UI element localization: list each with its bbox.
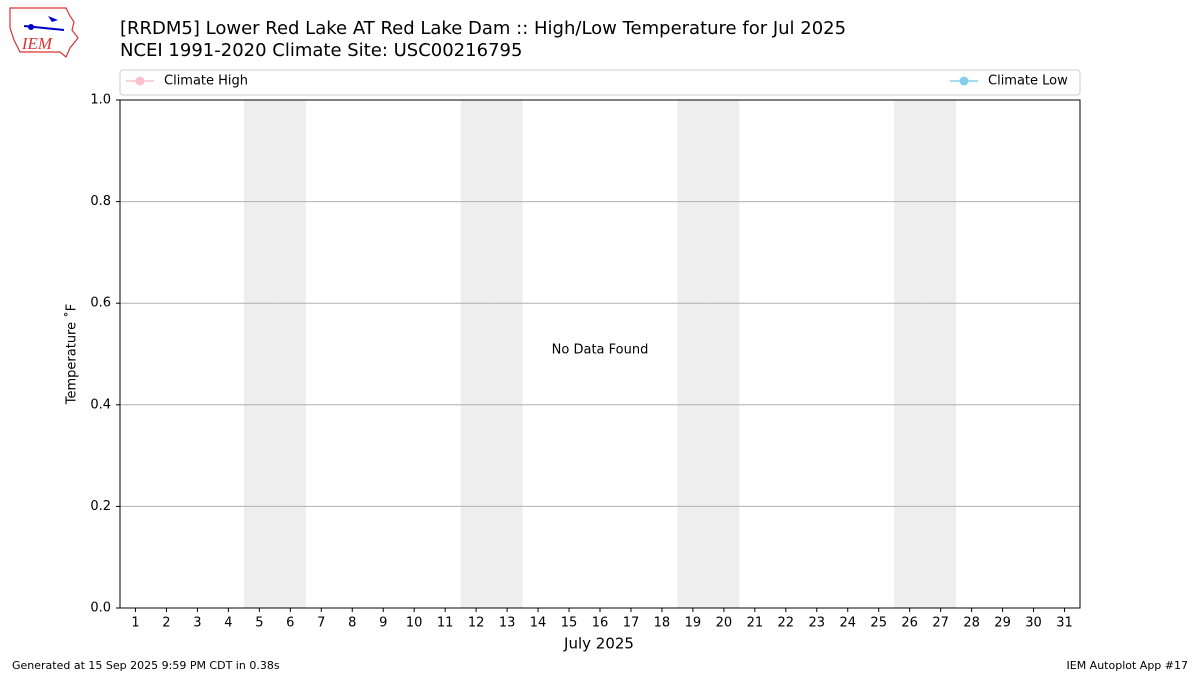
x-tick-label: 15 [561,616,578,631]
chart-title: [RRDM5] Lower Red Lake AT Red Lake Dam :… [120,18,846,39]
legend-marker [135,76,145,86]
x-tick-label: 4 [224,616,232,631]
x-tick-label: 19 [685,616,702,631]
x-tick-label: 30 [1025,616,1042,631]
chart-subtitle: NCEI 1991-2020 Climate Site: USC00216795 [120,40,522,61]
footer-right: IEM Autoplot App #17 [1067,659,1189,672]
x-tick-label: 21 [747,616,764,631]
x-tick-label: 12 [468,616,485,631]
x-tick-label: 5 [255,616,263,631]
x-tick-label: 20 [716,616,733,631]
shaded-band [894,100,926,608]
legend-marker [959,76,969,86]
x-tick-label: 7 [317,616,325,631]
x-tick-label: 25 [870,616,887,631]
x-tick-label: 13 [499,616,516,631]
x-tick-label: 18 [654,616,671,631]
x-tick-label: 29 [994,616,1011,631]
x-tick-label: 23 [809,616,826,631]
x-tick-label: 8 [348,616,356,631]
x-tick-label: 17 [623,616,640,631]
y-tick-label: 1.0 [90,93,111,108]
x-tick-label: 9 [379,616,387,631]
x-tick-label: 28 [963,616,980,631]
x-tick-label: 31 [1056,616,1073,631]
legend-label: Climate High [164,74,248,89]
y-tick-label: 0.2 [90,499,111,514]
legend [119,69,1081,96]
shaded-band [491,100,523,608]
y-tick-label: 0.6 [90,296,111,311]
x-tick-label: 27 [932,616,949,631]
shaded-band [925,100,957,608]
x-axis-label: July 2025 [563,635,634,653]
logo-text: IEM [21,34,53,53]
x-tick-label: 3 [193,616,201,631]
x-tick-label: 16 [592,616,609,631]
shaded-band [677,100,709,608]
shaded-band [274,100,306,608]
plot-frame [119,99,1081,609]
x-tick-label: 10 [406,616,423,631]
footer-left: Generated at 15 Sep 2025 9:59 PM CDT in … [12,659,280,672]
logo: IEM [9,7,79,58]
x-tick-label: 1 [131,616,139,631]
annotation: No Data Found [552,343,649,358]
y-tick-label: 0.4 [90,397,111,412]
x-tick-label: 24 [839,616,856,631]
legend-label: Climate Low [988,74,1068,89]
x-tick-label: 11 [437,616,454,631]
x-tick-label: 26 [901,616,918,631]
y-tick-label: 0.0 [90,601,111,616]
y-tick-label: 0.8 [90,194,111,209]
shaded-band [708,100,740,608]
x-tick-label: 6 [286,616,294,631]
x-tick-label: 14 [530,616,547,631]
x-tick-label: 2 [162,616,170,631]
shaded-band [460,100,492,608]
shaded-band [243,100,275,608]
y-axis-label: Temperature ˚F [64,304,80,405]
x-tick-label: 22 [778,616,795,631]
